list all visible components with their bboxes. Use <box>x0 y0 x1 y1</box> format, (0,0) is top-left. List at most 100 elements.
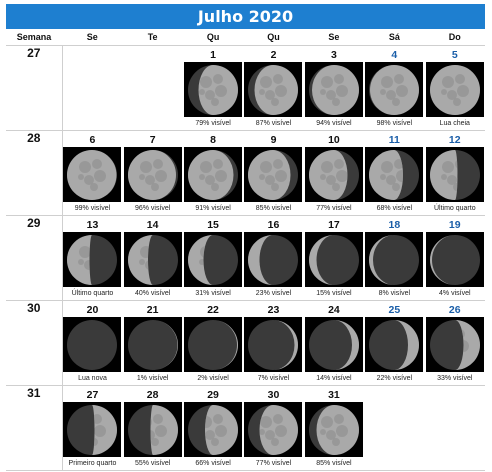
day-cell[interactable]: 3 94% visível <box>303 45 365 131</box>
day-cell[interactable]: 14 40% visível <box>122 215 183 301</box>
day-header: Sá <box>364 29 425 46</box>
day-cell[interactable]: 18 8% visível <box>364 215 425 301</box>
day-number: 28 <box>146 389 159 401</box>
visibility-label: 98% visível <box>376 120 413 127</box>
week-number: 29 <box>6 215 63 301</box>
visibility-label: 85% visível <box>316 460 352 467</box>
visibility-label: 87% visível <box>255 120 292 127</box>
day-number: 15 <box>207 219 219 231</box>
day-cell[interactable]: 20 Lua nova <box>62 300 123 386</box>
visibility-label: Primeiro quarto <box>68 460 117 467</box>
day-number: 21 <box>146 304 159 316</box>
week-row: 31 27 Primeiro quarto 28 55% visível 29 66% vi… <box>6 385 485 471</box>
day-header: Qu <box>182 29 244 46</box>
visibility-label: 77% visível <box>316 205 352 212</box>
day-number: 12 <box>448 134 461 146</box>
moon-phase-icon <box>304 232 363 287</box>
day-cell[interactable]: 6 99% visível <box>62 130 123 216</box>
empty-day-cell <box>122 45 183 131</box>
moon-phase-icon <box>123 317 182 372</box>
moon-phase-icon <box>365 232 424 287</box>
day-cell[interactable]: 30 77% visível <box>243 385 304 471</box>
visibility-label: 2% visível <box>197 375 229 382</box>
visibility-label: 66% visível <box>195 460 231 467</box>
visibility-label: 91% visível <box>195 205 231 212</box>
day-number: 26 <box>448 304 461 316</box>
empty-day-cell <box>424 385 485 471</box>
day-cell[interactable]: 15 31% visível <box>182 215 244 301</box>
day-cell[interactable]: 24 14% visível <box>303 300 365 386</box>
day-cell[interactable]: 25 22% visível <box>364 300 425 386</box>
moon-phase-icon <box>184 232 243 287</box>
day-cell[interactable]: 7 96% visível <box>122 130 183 216</box>
day-number: 17 <box>328 219 340 231</box>
week-row: 28 6 99% visível 7 96% visível 8 91% visível 9 8… <box>6 130 485 216</box>
day-cell[interactable]: 2 87% visível <box>243 45 304 131</box>
moon-phase-icon <box>425 232 484 287</box>
day-cell[interactable]: 9 85% visível <box>243 130 304 216</box>
day-cell[interactable]: 21 1% visível <box>122 300 183 386</box>
day-number: 30 <box>267 389 280 401</box>
day-cell[interactable]: 31 85% visível <box>303 385 365 471</box>
day-cell[interactable]: 5 Lua cheia <box>424 45 485 131</box>
visibility-label: 22% visível <box>376 375 413 382</box>
day-number: 16 <box>267 219 280 231</box>
visibility-label: 23% visível <box>255 290 292 297</box>
day-number: 20 <box>86 304 99 316</box>
moon-phase-icon <box>304 62 363 117</box>
moon-phase-icon <box>63 232 122 287</box>
day-number: 24 <box>328 304 340 316</box>
visibility-label: 77% visível <box>255 460 292 467</box>
calendar-title: Julho 2020 <box>6 4 485 29</box>
day-number: 14 <box>146 219 159 231</box>
visibility-label: 85% visível <box>255 205 292 212</box>
visibility-label: 96% visível <box>134 205 171 212</box>
moon-phase-icon <box>123 402 182 457</box>
day-cell[interactable]: 10 77% visível <box>303 130 365 216</box>
day-cell[interactable]: 27 Primeiro quarto <box>62 385 123 471</box>
day-header: Do <box>424 29 485 46</box>
week-number: 31 <box>6 385 63 471</box>
moon-phase-icon <box>365 62 424 117</box>
calendar-widget: Julho 2020 Semana Se Te Qu Qu Se Sá Do 2… <box>6 4 485 471</box>
day-cell[interactable]: 28 55% visível <box>122 385 183 471</box>
week-row: 30 20 Lua nova 21 1% visível 22 2% visível 23 7%… <box>6 300 485 386</box>
day-number: 5 <box>451 49 458 61</box>
day-cell[interactable]: 23 7% visível <box>243 300 304 386</box>
visibility-label: 55% visível <box>134 460 171 467</box>
moon-phase-icon <box>63 317 122 372</box>
day-cell[interactable]: 4 98% visível <box>364 45 425 131</box>
visibility-label: Lua nova <box>78 375 107 382</box>
moon-phase-icon <box>244 317 303 372</box>
visibility-label: 4% visível <box>439 290 471 297</box>
visibility-label: 94% visível <box>316 120 352 127</box>
day-cell[interactable]: 26 33% visível <box>424 300 485 386</box>
moon-phase-icon <box>304 147 363 202</box>
week-number: 27 <box>6 45 63 131</box>
day-number: 25 <box>388 304 401 316</box>
visibility-label: Último quarto <box>433 205 476 212</box>
day-cell[interactable]: 1 79% visível <box>182 45 244 131</box>
day-cell[interactable]: 13 Último quarto <box>62 215 123 301</box>
day-number: 9 <box>270 134 277 146</box>
day-cell[interactable]: 8 91% visível <box>182 130 244 216</box>
day-cell[interactable]: 22 2% visível <box>182 300 244 386</box>
day-number: 13 <box>86 219 99 231</box>
calendar-table: Semana Se Te Qu Qu Se Sá Do 27 1 79% visív… <box>6 29 485 471</box>
day-cell[interactable]: 11 68% visível <box>364 130 425 216</box>
visibility-label: 14% visível <box>316 375 352 382</box>
visibility-label: Último quarto <box>71 290 114 297</box>
moon-phase-icon <box>244 147 303 202</box>
day-cell[interactable]: 17 15% visível <box>303 215 365 301</box>
day-number: 23 <box>267 304 280 316</box>
visibility-label: 8% visível <box>378 290 411 297</box>
day-cell[interactable]: 29 66% visível <box>182 385 244 471</box>
day-header: Se <box>62 29 123 46</box>
moon-phase-icon <box>425 62 484 117</box>
week-column-header: Semana <box>6 29 63 46</box>
visibility-label: 68% visível <box>376 205 413 212</box>
day-cell[interactable]: 16 23% visível <box>243 215 304 301</box>
moon-phase-icon <box>365 147 424 202</box>
day-cell[interactable]: 12 Último quarto <box>424 130 485 216</box>
day-cell[interactable]: 19 4% visível <box>424 215 485 301</box>
